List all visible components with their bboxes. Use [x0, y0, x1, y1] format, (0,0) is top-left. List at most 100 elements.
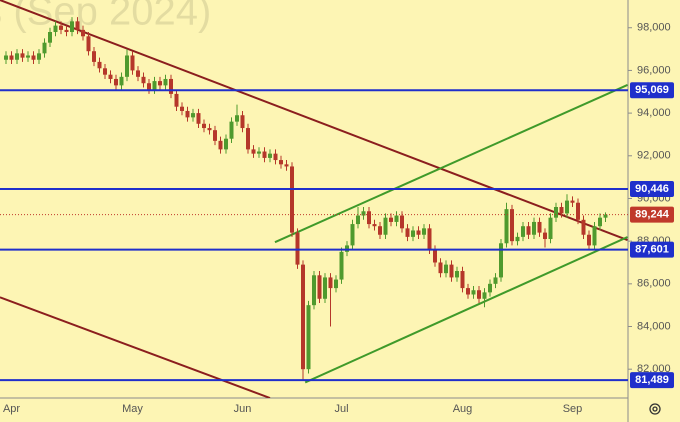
candle-body — [361, 211, 366, 216]
candle-body — [510, 209, 514, 242]
x-tick-label: Sep — [563, 403, 583, 415]
candle-body — [31, 55, 36, 60]
candle-body — [75, 21, 80, 30]
candle-body — [48, 32, 52, 43]
candle-body — [306, 305, 311, 370]
candle-body — [37, 53, 41, 60]
price-label: 81,489 — [635, 374, 669, 386]
candle-body — [284, 164, 289, 167]
candle-body — [411, 230, 415, 237]
y-tick-label: 98,000 — [637, 22, 671, 34]
candle-body — [543, 232, 547, 240]
price-label-box — [630, 372, 674, 389]
candle-body — [367, 211, 371, 225]
candle-body — [130, 55, 135, 71]
candle-body — [548, 217, 553, 240]
price-label-box — [630, 82, 674, 99]
price-label: 89,244 — [635, 209, 670, 221]
candle-body — [185, 110, 190, 118]
settings-icon[interactable] — [649, 403, 661, 415]
candle-body — [504, 209, 509, 244]
candle-body — [202, 123, 206, 129]
candle-body — [449, 264, 454, 278]
candle-body — [466, 288, 470, 295]
candle-body — [59, 25, 63, 30]
candle-body — [444, 264, 448, 274]
x-tick-label: Aug — [453, 403, 473, 415]
candle-body — [422, 228, 426, 235]
price-label-box — [630, 206, 674, 223]
candle-body — [345, 245, 349, 252]
x-tick-label: Jun — [234, 403, 252, 415]
candle-body — [499, 243, 503, 278]
candle-body — [207, 128, 212, 131]
candle-body — [42, 42, 47, 54]
price-label: 90,446 — [635, 183, 669, 195]
candle-body — [521, 226, 525, 237]
candle-body — [587, 234, 591, 246]
candle-body — [554, 207, 558, 218]
candle-body — [526, 226, 531, 235]
x-tick-label: May — [122, 403, 143, 415]
candle-body — [141, 76, 146, 84]
candle-body — [312, 275, 316, 306]
candle-body — [218, 140, 223, 150]
candle-body — [559, 207, 564, 214]
candle-body — [515, 236, 520, 242]
candle-body — [460, 271, 465, 289]
candle-body — [235, 115, 239, 122]
candle-body — [15, 53, 19, 60]
candle-body — [108, 74, 113, 79]
candle-body — [537, 221, 542, 233]
candle-body — [493, 277, 498, 284]
x-tick-label: Apr — [3, 403, 20, 415]
candle-body — [273, 153, 278, 161]
candle-body — [416, 230, 421, 235]
candle-body — [196, 113, 201, 124]
candle-body — [92, 51, 96, 62]
candle-body — [251, 149, 256, 154]
candle-body — [405, 228, 410, 237]
candle-body — [26, 55, 30, 58]
candle-body — [433, 249, 437, 263]
watermark: es (Sep 2024) — [0, 0, 211, 34]
candle-body — [372, 224, 377, 227]
candle-body — [169, 78, 173, 94]
candle-body — [477, 290, 481, 299]
candle-body — [532, 221, 536, 235]
candle-body — [262, 151, 267, 158]
candle-body — [70, 21, 74, 33]
candle-body — [328, 277, 333, 289]
candle-body — [565, 200, 569, 214]
candle-body — [136, 70, 140, 77]
candle-body — [4, 55, 8, 60]
candle-body — [455, 271, 459, 278]
candle-body — [317, 275, 322, 299]
candle-body — [20, 53, 25, 58]
candle-body — [240, 115, 245, 129]
candle-body — [213, 130, 217, 141]
trend-line — [304, 236, 628, 384]
y-tick-label: 92,000 — [637, 150, 671, 162]
candle-body — [570, 200, 575, 203]
candle-body — [598, 217, 602, 227]
candle-body — [427, 228, 432, 250]
candle-body — [53, 25, 58, 33]
candle-body — [482, 292, 487, 299]
trend-line — [274, 84, 628, 244]
plot-area — [0, 0, 628, 398]
candle-body — [334, 279, 338, 289]
y-tick-label: 94,000 — [637, 107, 671, 119]
candle-body — [81, 29, 85, 37]
candle-body — [191, 113, 195, 118]
candle-body — [224, 138, 228, 150]
candle-body — [268, 153, 272, 158]
candle-body — [103, 68, 107, 75]
y-tick-label: 86,000 — [637, 278, 671, 290]
price-label: 95,069 — [635, 84, 669, 96]
candle-body — [389, 217, 393, 222]
candle-body — [350, 224, 355, 246]
candle-body — [301, 264, 305, 370]
trend-line — [0, 296, 271, 398]
